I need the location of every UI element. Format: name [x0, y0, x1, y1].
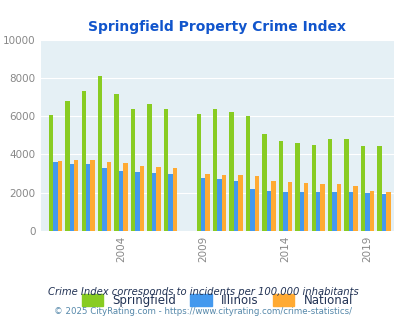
Bar — [172, 168, 177, 231]
Bar — [315, 192, 320, 231]
Bar — [114, 94, 119, 231]
Bar — [168, 174, 172, 231]
Bar — [139, 166, 144, 231]
Bar — [69, 164, 74, 231]
Bar — [86, 164, 90, 231]
Bar — [311, 145, 315, 231]
Bar — [287, 182, 291, 231]
Bar — [156, 167, 160, 231]
Bar — [364, 193, 369, 231]
Bar — [250, 189, 254, 231]
Text: © 2025 CityRating.com - https://www.cityrating.com/crime-statistics/: © 2025 CityRating.com - https://www.city… — [54, 307, 351, 316]
Bar — [254, 177, 258, 231]
Bar — [81, 91, 86, 231]
Bar — [90, 160, 95, 231]
Bar — [53, 162, 58, 231]
Bar — [299, 192, 303, 231]
Bar — [303, 183, 308, 231]
Bar — [352, 186, 357, 231]
Bar — [119, 171, 123, 231]
Bar — [376, 146, 381, 231]
Bar — [135, 172, 139, 231]
Bar — [238, 176, 242, 231]
Title: Springfield Property Crime Index: Springfield Property Crime Index — [88, 20, 345, 34]
Bar — [163, 110, 168, 231]
Bar — [200, 178, 205, 231]
Bar — [130, 109, 135, 231]
Bar — [262, 134, 266, 231]
Bar — [58, 161, 62, 231]
Bar — [98, 76, 102, 231]
Bar — [102, 168, 107, 231]
Legend: Springfield, Illinois, National: Springfield, Illinois, National — [78, 290, 356, 311]
Bar — [233, 181, 238, 231]
Bar — [222, 175, 226, 231]
Bar — [74, 160, 78, 231]
Bar — [381, 194, 385, 231]
Bar — [369, 191, 373, 231]
Bar — [385, 192, 390, 231]
Bar — [245, 116, 250, 231]
Bar — [205, 174, 209, 231]
Bar — [343, 139, 348, 231]
Bar — [360, 146, 364, 231]
Bar — [147, 104, 151, 231]
Bar — [320, 184, 324, 231]
Bar — [65, 101, 69, 231]
Bar — [213, 109, 217, 231]
Bar — [266, 191, 271, 231]
Bar — [196, 114, 200, 231]
Bar — [49, 115, 53, 231]
Bar — [278, 141, 282, 231]
Bar — [271, 181, 275, 231]
Text: Crime Index corresponds to incidents per 100,000 inhabitants: Crime Index corresponds to incidents per… — [47, 287, 358, 297]
Bar — [294, 143, 299, 231]
Bar — [217, 179, 222, 231]
Bar — [123, 163, 128, 231]
Bar — [336, 184, 341, 231]
Bar — [332, 192, 336, 231]
Bar — [107, 162, 111, 231]
Bar — [327, 139, 332, 231]
Bar — [229, 112, 233, 231]
Bar — [348, 192, 352, 231]
Bar — [151, 173, 156, 231]
Bar — [282, 192, 287, 231]
